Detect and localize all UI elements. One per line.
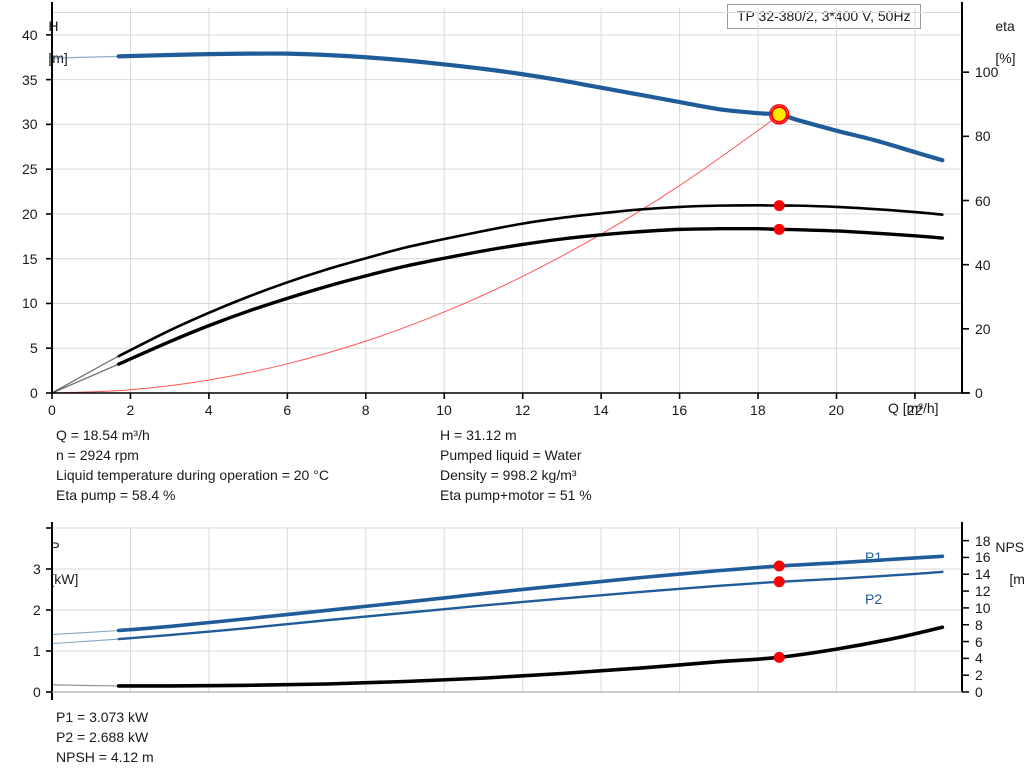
info-n: n = 2924 rpm xyxy=(56,447,139,463)
lower-y-right-axis-title: NPSH [m] xyxy=(995,539,1024,587)
upper-x-tick-label: 2 xyxy=(126,402,135,418)
info-density: Density = 998.2 kg/m³ xyxy=(440,467,577,483)
upper-y-left-tick-label: 25 xyxy=(22,161,38,178)
power-curve-thin xyxy=(51,555,943,636)
efficiency-curve xyxy=(117,204,944,358)
lower-y-left-tick-label: 3 xyxy=(33,561,41,577)
info-eta-pump-motor: Eta pump+motor = 51 % xyxy=(440,487,592,503)
upper-x-tick-label: 14 xyxy=(593,402,609,418)
lower-y-right-tick-label: 18 xyxy=(975,532,991,549)
upper-y-left-tick-label: 15 xyxy=(22,250,38,267)
upper-y-left-tick-label: 20 xyxy=(22,205,38,222)
info-pumped-liquid: Pumped liquid = Water xyxy=(440,447,582,463)
lower-y-left-tick-label: 0 xyxy=(33,684,41,700)
info-liquid-temperature: Liquid temperature during operation = 20… xyxy=(56,467,329,483)
lower-y-right-tick-label: 0 xyxy=(975,684,983,700)
info-npsh: NPSH = 4.12 m xyxy=(56,749,154,765)
info-eta-pump: Eta pump = 58.4 % xyxy=(56,487,176,503)
upper-x-tick-label: 20 xyxy=(828,402,845,418)
series-label-p1: P1 xyxy=(865,549,883,565)
upper-x-tick-label: 0 xyxy=(48,402,56,418)
lower-y-right-tick-label: 10 xyxy=(975,599,991,616)
lower-y-left-tick-label: 2 xyxy=(33,602,41,618)
upper-x-tick-label: 8 xyxy=(361,402,370,418)
efficiency-curve xyxy=(116,226,945,366)
system-curve xyxy=(51,113,780,394)
upper-y-right-tick-label: 40 xyxy=(975,256,991,273)
info-q: Q = 18.54 m³/h xyxy=(56,427,150,443)
npsh-curve xyxy=(116,625,945,688)
lower-y-right-tick-label: 14 xyxy=(975,566,991,583)
upper-y-right-tick-label: 80 xyxy=(975,128,991,145)
upper-x-tick-label: 10 xyxy=(436,402,452,418)
upper-x-tick-label: 18 xyxy=(750,402,766,418)
upper-x-tick-label: 4 xyxy=(204,402,213,418)
upper-y-left-tick-label: 40 xyxy=(22,26,38,43)
lower-y-right-tick-label: 2 xyxy=(975,667,983,684)
lower-y-right-tick-label: 6 xyxy=(975,633,983,650)
lower-y-right-tick-label: 16 xyxy=(975,549,991,566)
lower-y-right-tick-label: 8 xyxy=(975,616,983,633)
lower-y-left-axis-title: P [kW] xyxy=(50,539,79,587)
info-p2: P2 = 2.688 kW xyxy=(56,729,149,745)
power-curve xyxy=(117,570,944,641)
upper-y-right-tick-label: 20 xyxy=(975,320,991,337)
duty-point-marker xyxy=(773,576,785,588)
upper-chart-plot xyxy=(46,2,970,399)
duty-point-marker xyxy=(773,651,785,663)
power-curve xyxy=(116,554,945,633)
info-p1: P1 = 3.073 kW xyxy=(56,709,149,725)
upper-y-left-tick-label: 30 xyxy=(22,116,38,133)
upper-y-left-tick-label: 5 xyxy=(30,340,38,357)
upper-x-tick-label: 6 xyxy=(283,402,292,418)
upper-y-right-tick-label: 60 xyxy=(975,192,991,209)
info-h: H = 31.12 m xyxy=(440,427,517,443)
upper-y-right-tick-label: 100 xyxy=(975,64,999,81)
lower-grid xyxy=(51,527,962,693)
duty-point-marker xyxy=(773,223,785,235)
lower-y-right-tick-label: 4 xyxy=(975,650,983,667)
upper-x-tick-label: 12 xyxy=(514,402,531,418)
lower-chart-plot xyxy=(46,522,969,700)
upper-y-left-tick-label: 0 xyxy=(30,385,38,401)
duty-point-ring xyxy=(769,104,790,125)
upper-y-right-axis-title: eta [%] xyxy=(995,18,1016,66)
upper-x-axis-title: Q [m³/h] xyxy=(888,400,939,416)
upper-y-left-tick-label: 10 xyxy=(22,295,38,312)
upper-y-right-tick-label: 0 xyxy=(975,385,983,401)
lower-y-right-tick-label: 12 xyxy=(975,583,991,600)
upper-x-tick-label: 22 xyxy=(906,402,923,418)
lower-y-left-tick-label: 1 xyxy=(33,643,41,659)
upper-y-left-tick-label: 35 xyxy=(22,71,38,88)
duty-point-marker xyxy=(770,105,788,123)
efficiency-curve-thin xyxy=(51,204,943,394)
series-label-p2: P2 xyxy=(865,591,883,607)
duty-point-marker xyxy=(773,200,785,212)
upper-x-tick-label: 16 xyxy=(671,402,688,418)
head-curve xyxy=(116,51,945,163)
duty-point-marker xyxy=(773,560,785,572)
efficiency-curve-thin xyxy=(51,228,943,394)
